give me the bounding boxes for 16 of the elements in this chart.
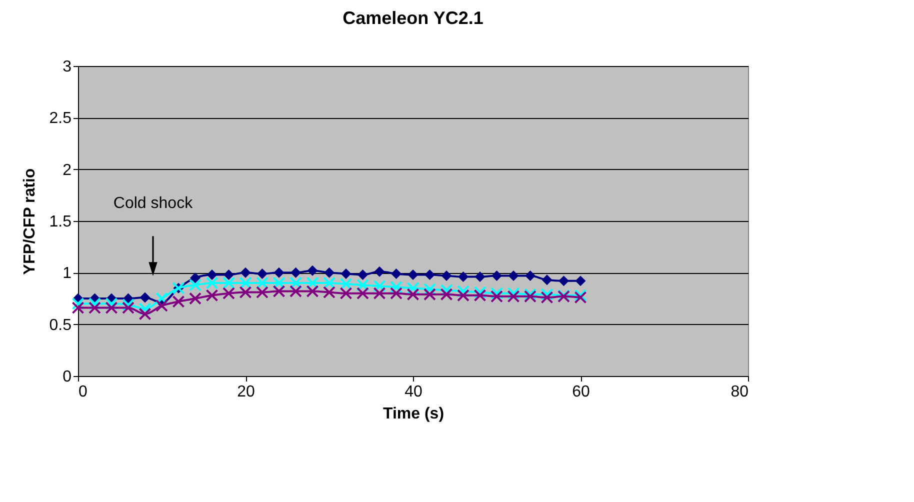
x-tick-label: 80 — [730, 384, 749, 400]
y-tick-label: 0.5 — [49, 316, 72, 334]
x-tick-label: 20 — [237, 384, 255, 400]
x-axis-title: Time (s) — [382, 406, 444, 422]
x-tick-label: 60 — [572, 384, 590, 400]
y-axis-title: YFP/CFP ratio — [21, 168, 38, 275]
y-tick-label: 1.5 — [49, 214, 72, 230]
y-tick-label: 1 — [62, 265, 72, 282]
annotation: Cold shock — [113, 195, 194, 212]
x-tick-label: 0 — [78, 384, 88, 400]
y-tick-label: 0 — [62, 368, 72, 386]
x-tick-label: 40 — [404, 384, 422, 400]
y-tick-label: 2 — [62, 162, 72, 179]
y-tick-label: 3 — [62, 58, 72, 76]
y-tick-label: 2.5 — [49, 110, 72, 128]
chart-title: Cameleon YC2.1 — [342, 8, 484, 28]
